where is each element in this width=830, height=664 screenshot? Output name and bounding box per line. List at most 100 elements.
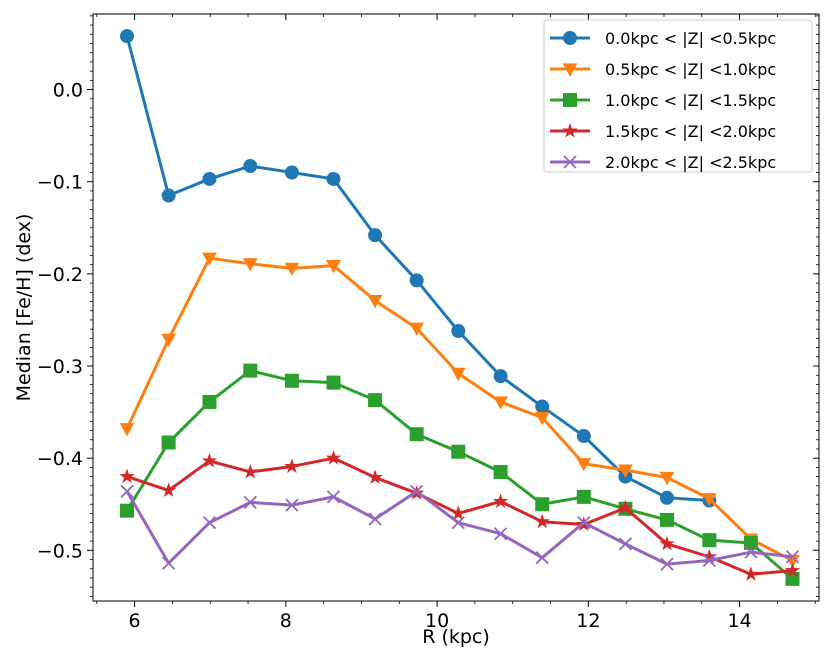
series-marker [161,556,176,570]
series-layer [119,29,801,586]
series-marker [562,122,578,138]
series-marker [577,516,591,530]
series-marker [242,258,258,272]
series-marker [326,490,341,504]
series-marker [161,333,176,347]
series-marker [243,495,257,510]
series-marker [202,252,217,266]
series-marker [242,463,258,479]
series-marker [659,471,675,486]
series-marker [659,490,674,505]
series-marker [326,375,341,390]
series-marker [409,322,425,336]
series-1 [119,252,800,569]
x-tick-label: 8 [280,610,292,632]
series-marker [493,464,508,479]
series-marker [743,566,759,581]
series-marker [785,550,800,564]
series-marker [284,458,300,473]
series-marker [243,159,258,174]
series-marker [409,273,424,288]
series-marker [202,171,217,186]
series-line [125,369,794,581]
legend-entry-4: 2.0kpc < |Z| <2.5kpc [550,153,776,172]
x-tick-label: 14 [728,610,752,632]
series-marker [784,562,801,578]
series-marker [120,29,135,44]
y-tick-label: 0.0 [53,80,83,102]
series-marker [119,468,135,484]
series-marker [535,497,550,512]
legend-label: 0.5kpc < |Z| <1.0kpc [605,60,776,79]
series-marker [702,533,717,548]
ticks-layer: 6 8 10 12 14 0.0 −0.1 −0.2 −0.3 −0.4 −0.5 [37,14,819,632]
series-marker [284,373,299,388]
legend-label: 1.5kpc < |Z| <2.0kpc [605,122,776,141]
legend-entry-2: 1.0kpc < |Z| <1.5kpc [550,91,776,110]
series-marker [563,31,577,45]
series-marker [576,429,591,444]
series-marker [450,505,466,520]
series-marker [576,458,592,472]
series-marker [285,498,299,512]
axes-frame [92,13,820,602]
series-marker [701,493,717,507]
series-marker [284,262,300,277]
series-marker [702,553,716,568]
series-marker [161,435,176,450]
x-tick-label: 12 [576,610,600,632]
series-marker [617,499,634,515]
series-marker [202,516,217,530]
y-tick-label: −0.4 [37,448,83,470]
series-marker [367,294,383,309]
legend-label: 1.0kpc < |Z| <1.5kpc [605,91,776,110]
legend-entry-0: 0.0kpc < |Z| <0.5kpc [550,29,776,48]
y-tick-label: −0.3 [37,356,83,378]
legend-label: 0.0kpc < |Z| <0.5kpc [605,29,776,48]
legend: 0.0kpc < |Z| <0.5kpc 0.5kpc < |Z| <1.0kpc… [543,19,813,173]
series-marker [701,548,717,564]
series-marker [368,393,383,408]
series-marker [326,259,341,274]
series-marker [535,551,549,565]
series-marker [120,484,134,498]
series-marker [326,171,341,186]
y-tick-label: −0.5 [37,540,83,562]
series-marker [576,489,591,504]
series-marker [563,155,577,169]
y-tick-label: −0.1 [37,172,83,194]
series-marker [535,399,550,414]
legend-label: 2.0kpc < |Z| <2.5kpc [605,153,776,172]
series-marker [785,571,800,586]
x-axis-label: R (kpc) [422,626,490,648]
series-marker [618,464,633,478]
series-marker [492,493,509,508]
series-marker [534,513,550,529]
series-marker [120,503,135,518]
series-marker [325,450,342,465]
x-tick-label: 10 [425,610,449,632]
series-marker [161,188,176,203]
series-4 [120,484,800,571]
series-marker [660,557,674,571]
series-marker [493,396,508,410]
series-marker [410,484,424,498]
x-tick-label: 6 [129,610,141,632]
series-marker [368,228,383,243]
series-marker [618,537,633,551]
series-marker [450,367,466,382]
series-marker [201,452,218,468]
series-marker [367,469,383,485]
legend-box [543,19,813,173]
series-marker [744,545,758,559]
series-marker [451,323,466,338]
series-marker [160,482,177,497]
series-marker [534,412,550,426]
series-marker [409,427,424,442]
series-marker [743,535,758,550]
series-marker [659,512,674,527]
series-marker [493,527,508,541]
series-marker [785,554,800,569]
series-marker [243,363,258,378]
